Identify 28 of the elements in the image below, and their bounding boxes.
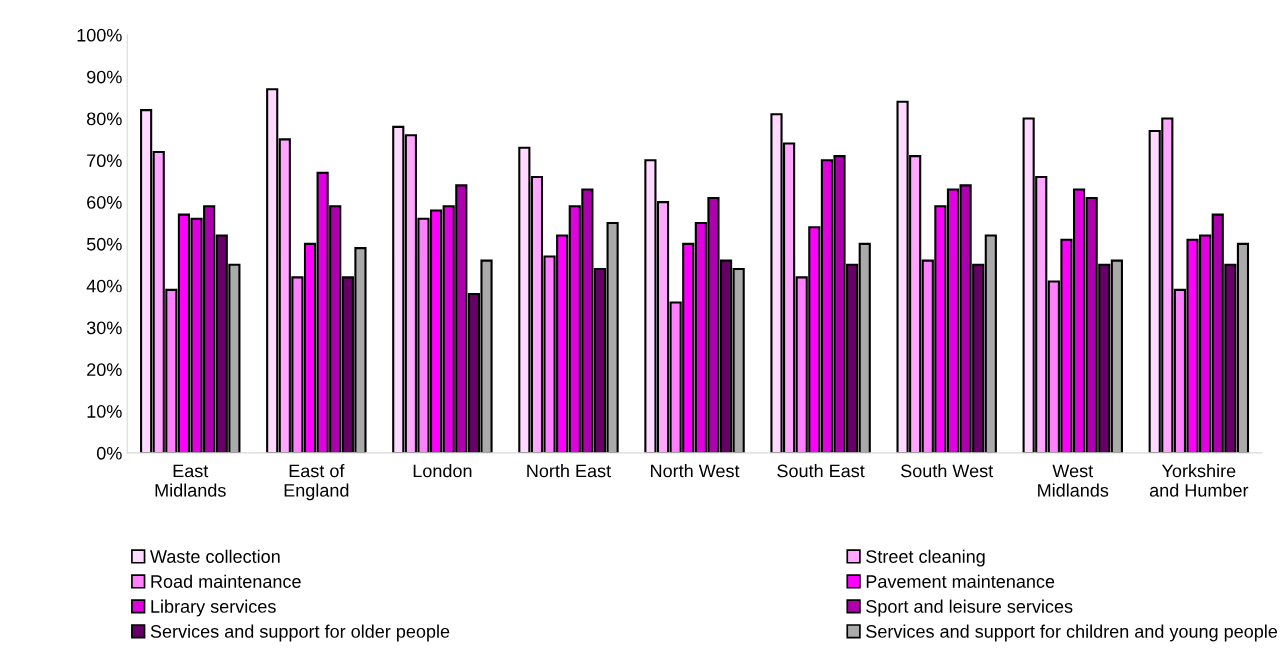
y-tick-label: 0%	[96, 446, 122, 460]
x-tick-label: North West	[651, 464, 740, 478]
y-tick-label: 60%	[87, 196, 122, 209]
y-tick-label: 10%	[87, 405, 122, 418]
y-tick-label: 20%	[87, 363, 122, 377]
y-tick-label: 80%	[87, 112, 122, 126]
x-tick-label: London	[413, 464, 472, 478]
x-tick-label: South East	[777, 464, 865, 478]
legend-label: Street cleaning	[866, 549, 985, 567]
legend-label: Sport and leisure services	[866, 599, 1073, 617]
y-tick-label: 50%	[86, 237, 122, 251]
y-tick-label: 40%	[86, 279, 122, 293]
y-tick-label: 30%	[86, 321, 122, 335]
y-tick-label: 90%	[87, 70, 122, 84]
legend-label: Road maintenance	[151, 574, 301, 588]
x-tick-label: Yorkshire and Humber	[1149, 464, 1249, 497]
legend-label: Services and support for children and young people	[866, 624, 1278, 642]
x-tick-label: West Midlands	[1038, 464, 1109, 497]
legend-label: Services and support for older people	[150, 624, 450, 642]
y-tick-label: 100%	[77, 28, 122, 42]
x-tick-label: South West	[901, 464, 994, 478]
legend-label: Library services	[151, 599, 276, 617]
x-tick-label: North East	[527, 464, 611, 478]
x-tick-label: East Midlands	[155, 464, 226, 497]
legend-label: Pavement maintenance	[866, 574, 1055, 588]
legend-label: Waste collection	[150, 549, 280, 563]
x-tick-label: East of England	[284, 464, 349, 501]
y-tick-label: 70%	[87, 154, 122, 168]
